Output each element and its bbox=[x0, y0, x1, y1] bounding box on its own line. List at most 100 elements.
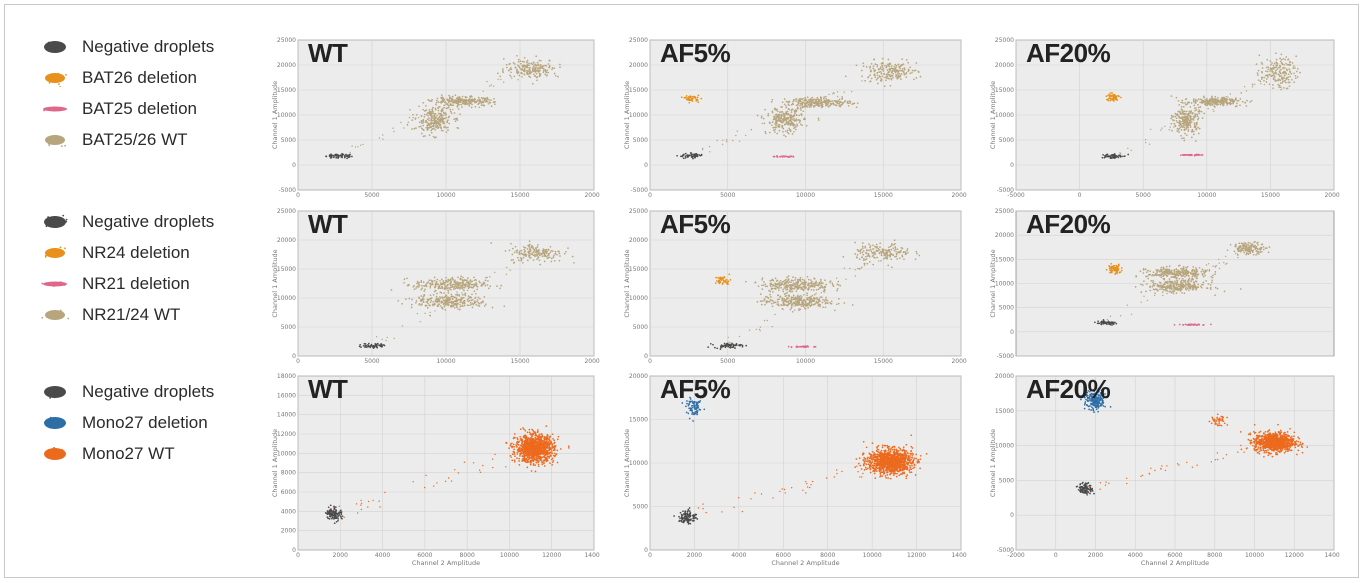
droplet-point bbox=[1170, 122, 1173, 125]
droplet-point bbox=[811, 303, 813, 306]
droplet-point bbox=[1280, 58, 1283, 61]
droplet-point bbox=[855, 64, 858, 67]
droplet-point bbox=[763, 319, 766, 322]
droplet-point bbox=[536, 79, 538, 82]
droplet-point bbox=[798, 302, 800, 305]
legend-swatch-dot bbox=[52, 285, 55, 287]
droplet-point bbox=[1201, 117, 1204, 119]
droplet-point bbox=[540, 252, 543, 255]
droplet-point bbox=[444, 304, 446, 306]
droplet-point bbox=[804, 287, 807, 290]
droplet-point bbox=[770, 283, 773, 286]
droplet-point bbox=[429, 282, 431, 285]
droplet-point bbox=[861, 80, 863, 82]
droplet-point bbox=[523, 73, 526, 76]
droplet-point bbox=[799, 100, 802, 103]
droplet-point bbox=[783, 283, 786, 286]
droplet-point bbox=[854, 253, 857, 255]
droplet-point bbox=[1275, 61, 1278, 64]
droplet-point bbox=[461, 285, 464, 287]
droplet-point bbox=[1120, 315, 1122, 317]
droplet-point bbox=[465, 285, 467, 288]
droplet-point bbox=[428, 134, 431, 136]
droplet-point bbox=[539, 263, 542, 266]
droplet-point bbox=[430, 121, 433, 123]
droplet-point bbox=[443, 305, 446, 308]
droplet-point bbox=[861, 242, 864, 244]
droplet-point bbox=[725, 278, 728, 281]
droplet-point bbox=[907, 68, 910, 71]
droplet-point bbox=[442, 298, 444, 300]
droplet-point bbox=[1108, 97, 1110, 100]
droplet-point bbox=[478, 102, 481, 104]
droplet-point bbox=[881, 75, 884, 78]
droplet-point bbox=[793, 98, 795, 101]
droplet-point bbox=[500, 284, 503, 287]
droplet-point bbox=[439, 287, 442, 290]
droplet-point bbox=[1112, 98, 1115, 101]
droplet-point bbox=[853, 102, 856, 105]
droplet-point bbox=[436, 97, 439, 100]
legend-swatch-dot bbox=[54, 386, 57, 389]
droplet-point bbox=[800, 114, 803, 117]
droplet-point bbox=[820, 296, 823, 298]
droplet-point bbox=[492, 85, 495, 87]
droplet-point bbox=[1130, 149, 1132, 151]
droplet-point bbox=[851, 90, 853, 93]
droplet-point bbox=[829, 282, 831, 284]
droplet-point bbox=[792, 155, 795, 158]
droplet-point bbox=[375, 344, 377, 346]
droplet-point bbox=[1189, 126, 1192, 128]
droplet-point bbox=[563, 252, 566, 255]
droplet-point bbox=[444, 309, 447, 311]
droplet-point bbox=[820, 101, 823, 103]
droplet-point bbox=[756, 301, 759, 303]
droplet-point bbox=[869, 248, 872, 251]
droplet-point bbox=[403, 278, 406, 280]
droplet-point bbox=[471, 100, 474, 103]
droplet-point bbox=[573, 261, 575, 264]
droplet-point bbox=[1109, 98, 1112, 100]
droplet-point bbox=[862, 250, 865, 252]
droplet-point bbox=[462, 294, 464, 296]
droplet-point bbox=[1176, 114, 1179, 116]
droplet-point bbox=[799, 276, 802, 279]
droplet-point bbox=[1112, 95, 1114, 97]
droplet-point bbox=[807, 306, 810, 309]
droplet-point bbox=[454, 287, 457, 290]
legend-swatch-dot bbox=[61, 311, 63, 313]
droplet-point bbox=[535, 72, 538, 75]
droplet-point bbox=[1190, 279, 1192, 281]
legend-swatch-dot bbox=[56, 284, 59, 286]
droplet-point bbox=[449, 283, 452, 286]
droplet-point bbox=[1288, 68, 1291, 70]
droplet-point bbox=[892, 247, 894, 250]
droplet-point bbox=[471, 103, 473, 106]
droplet-point bbox=[522, 246, 525, 248]
cluster-negative-droplets bbox=[325, 152, 353, 160]
droplet-point bbox=[1212, 101, 1215, 104]
droplet-point bbox=[457, 276, 459, 279]
legend-item-bat26-deletion: BAT26 deletion bbox=[40, 67, 270, 91]
droplet-point bbox=[888, 250, 890, 252]
droplet-point bbox=[447, 292, 450, 294]
y-axis-title: Channel 1 Amplitude bbox=[989, 249, 997, 317]
legend-swatch-dot bbox=[52, 108, 54, 111]
droplet-point bbox=[761, 278, 763, 281]
droplet-point bbox=[785, 106, 788, 109]
droplet-point bbox=[1287, 76, 1289, 78]
droplet-point bbox=[450, 300, 453, 303]
droplet-point bbox=[795, 345, 798, 348]
legend-swatch-dot bbox=[60, 316, 63, 319]
droplet-point bbox=[834, 309, 836, 312]
droplet-point bbox=[443, 104, 446, 107]
droplet-point bbox=[1213, 110, 1215, 113]
droplet-point bbox=[796, 299, 799, 302]
droplet-point bbox=[1207, 108, 1209, 110]
droplet-point bbox=[887, 58, 890, 61]
droplet-point bbox=[1245, 105, 1248, 107]
droplet-point bbox=[729, 279, 732, 281]
droplet-point bbox=[558, 259, 561, 262]
droplet-point bbox=[537, 256, 540, 258]
droplet-point bbox=[435, 282, 438, 285]
